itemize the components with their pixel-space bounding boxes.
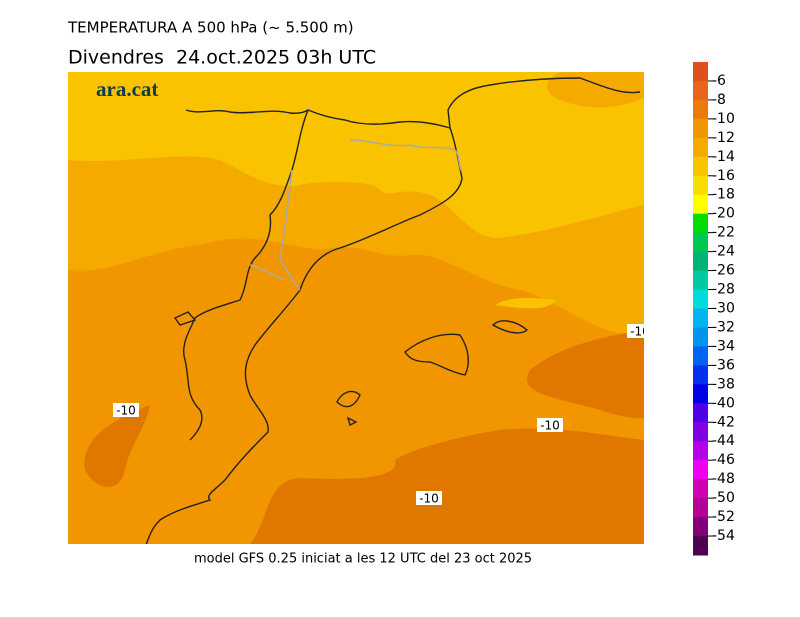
colorbar-label: -44 [712, 433, 735, 449]
colorbar-label: -10 [712, 111, 735, 127]
colorbar-bin [693, 62, 708, 82]
colorbar-bin [693, 536, 708, 556]
contour-label: -10 [630, 325, 650, 339]
contour-label: -10 [419, 492, 439, 506]
colorbar-label: -8 [712, 92, 726, 108]
contour-label-box [537, 418, 563, 432]
colorbar-bin [693, 251, 708, 272]
colorbar-bin [693, 232, 708, 253]
colorbar-label: -40 [712, 395, 735, 411]
field-dark [84, 405, 150, 487]
contour-label-box [627, 324, 644, 338]
field-dark [68, 428, 644, 544]
colorbar-label: -36 [712, 357, 735, 373]
colorbar-bin [693, 517, 708, 537]
contour-label: -10 [116, 404, 136, 418]
colorbar-label: -20 [712, 206, 735, 222]
footer: model GFS 0.25 iniciat a les 12 UTC del … [194, 552, 532, 567]
field-yellow [68, 72, 644, 239]
colorbar-bin [693, 213, 708, 234]
coastlines [145, 77, 641, 544]
colorbar-bin [693, 80, 708, 101]
colorbar-label: -52 [712, 509, 735, 525]
field-yellow [495, 297, 555, 309]
colorbar-bin [693, 479, 708, 499]
colorbar-bin [693, 175, 708, 196]
colorbar-bin [693, 365, 708, 385]
colorbar: -6 -8 -10 -12 -14 -16 -18 -20 -22 -24 -26 -28 -30 -32… [693, 62, 735, 556]
colorbar-label: -24 [712, 244, 735, 260]
colorbar-label: -30 [712, 301, 735, 317]
colorbar-bin [693, 384, 708, 404]
field-light [546, 72, 644, 108]
colorbar-label: -42 [712, 414, 735, 430]
colorbar-label: -6 [712, 73, 726, 89]
colorbar-bin [693, 118, 708, 139]
colorbar-bin [693, 194, 708, 215]
contour-label-box [113, 403, 139, 417]
colorbar-bin [693, 308, 708, 328]
colorbar-bin [693, 137, 708, 158]
colorbar-bin [693, 346, 708, 366]
colorbar-bin [693, 498, 708, 518]
colorbar-bin [693, 460, 708, 480]
colorbar-label: -26 [712, 263, 735, 279]
logo: ara.cat [96, 77, 158, 101]
colorbar-bin [693, 99, 708, 120]
colorbar-label: -34 [712, 338, 735, 354]
colorbar-bin [693, 327, 708, 347]
colorbar-label: -22 [712, 225, 735, 241]
colorbar-label: -48 [712, 471, 735, 487]
colorbar-label: -14 [712, 149, 735, 165]
colorbar-label: -12 [712, 130, 735, 146]
colorbar-label: -16 [712, 168, 735, 184]
colorbar-bin [693, 422, 708, 442]
colorbar-label: -32 [712, 319, 735, 335]
contour-label: -10 [540, 419, 560, 433]
colorbar-label: -54 [712, 528, 735, 544]
colorbar-bin [693, 403, 708, 423]
field-dark [527, 330, 644, 419]
colorbar-bin [693, 270, 708, 291]
colorbar-bin [693, 156, 708, 177]
colorbar-bin [693, 289, 708, 309]
colorbar-bin [693, 441, 708, 461]
contour-labels: -10 -10 -10 -10 [113, 324, 650, 506]
map: ara.cat -10 -10 -10 -10 [68, 72, 650, 544]
colorbar-label: -38 [712, 376, 735, 392]
title: TEMPERATURA A 500 hPa (~ 5.500 m) [67, 19, 354, 37]
contour-label-box [416, 491, 442, 505]
borders [249, 139, 463, 291]
colorbar-label: -50 [712, 490, 735, 506]
subtitle: Divendres 24.oct.2025 03h UTC [68, 47, 376, 69]
colorbar-label: -18 [712, 187, 735, 203]
colorbar-label: -46 [712, 452, 735, 468]
colorbar-label: -28 [712, 282, 735, 298]
